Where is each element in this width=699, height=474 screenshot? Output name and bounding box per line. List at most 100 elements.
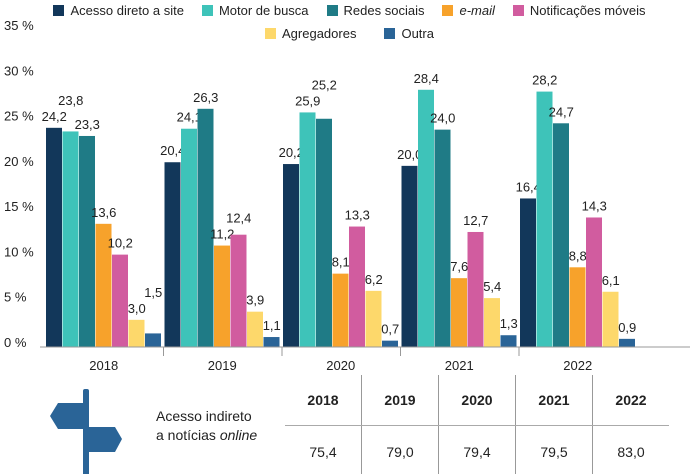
legend-label: Motor de busca xyxy=(218,3,309,18)
bar xyxy=(382,340,398,347)
bar xyxy=(553,123,569,347)
indirect-access-label: Acesso indireto a notícias online xyxy=(156,407,257,445)
year-header: 2018 xyxy=(285,375,362,426)
legend-swatch xyxy=(265,28,277,39)
y-tick-label: 25 % xyxy=(4,109,34,124)
legend-item: Redes sociais xyxy=(326,3,425,18)
bar xyxy=(467,231,484,347)
y-tick-label: 35 % xyxy=(4,18,34,33)
legend-swatch xyxy=(442,5,454,16)
legend-label: Redes sociais xyxy=(343,3,425,18)
data-label: 1,3 xyxy=(500,316,518,331)
bar xyxy=(401,165,418,347)
bar xyxy=(349,226,365,347)
signpost-icon xyxy=(50,389,122,474)
data-label: 20,4 xyxy=(160,143,185,158)
value-cell: 79,0 xyxy=(361,425,439,474)
x-tick-label: 2019 xyxy=(208,358,237,373)
data-label: 12,7 xyxy=(463,213,488,228)
bar xyxy=(569,267,586,347)
data-label: 13,3 xyxy=(345,208,370,223)
data-label: 1,1 xyxy=(263,318,281,333)
legend-item: Motor de busca xyxy=(201,3,309,18)
bar xyxy=(197,108,214,347)
data-label: 5,4 xyxy=(483,279,501,294)
data-label: 1,5 xyxy=(144,285,162,300)
legend-item: Notificações móveis xyxy=(512,3,646,18)
legend-item: Agregadores xyxy=(265,26,356,41)
bar xyxy=(128,319,145,347)
data-label: 8,8 xyxy=(569,248,587,263)
legend-item: Acesso direto a site xyxy=(53,3,184,18)
bar xyxy=(520,198,536,347)
legend-swatch xyxy=(326,5,338,16)
data-label: 28,2 xyxy=(532,73,557,88)
bar xyxy=(62,131,79,347)
legend-swatch xyxy=(53,5,65,16)
bar xyxy=(214,245,230,347)
y-tick-label: 30 % xyxy=(4,63,34,78)
data-label: 23,3 xyxy=(75,117,100,132)
data-label: 25,2 xyxy=(312,77,337,92)
legend-item: Outra xyxy=(384,26,434,41)
bar xyxy=(230,234,247,347)
year-header: 2020 xyxy=(438,375,516,426)
year-header: 2022 xyxy=(592,375,669,426)
data-label: 20,0 xyxy=(397,147,422,162)
legend-label: Acesso direto a site xyxy=(70,3,184,18)
x-tick-label: 2021 xyxy=(445,358,474,373)
legend-swatch xyxy=(512,5,524,16)
value-cell: 75,4 xyxy=(309,444,337,460)
bar xyxy=(299,112,316,347)
data-label: 6,1 xyxy=(602,273,620,288)
value-cell: 83,0 xyxy=(592,425,669,474)
data-label: 8,1 xyxy=(332,255,350,270)
bar xyxy=(434,129,451,347)
x-tick-label: 2022 xyxy=(563,358,592,373)
bar xyxy=(316,118,332,347)
x-tick-label: 2018 xyxy=(89,358,118,373)
bar xyxy=(332,273,349,347)
bar xyxy=(112,254,128,347)
bar xyxy=(46,127,62,348)
data-label: 3,0 xyxy=(128,301,146,316)
data-label: 28,4 xyxy=(414,71,439,86)
data-label: 14,3 xyxy=(582,198,607,213)
indirect-label-line1: Acesso indireto xyxy=(156,408,252,424)
bar xyxy=(365,290,382,347)
data-label: 25,9 xyxy=(295,93,320,108)
bar xyxy=(145,333,161,347)
legend-swatch xyxy=(201,5,213,16)
indirect-access-table: 2018 2019 2020 2021 2022 75,4 79,0 79,4 … xyxy=(285,375,669,474)
value-cell: 79,5 xyxy=(515,425,593,474)
bar xyxy=(418,89,434,347)
bar xyxy=(79,135,95,347)
bar xyxy=(451,278,467,347)
y-tick-label: 0 % xyxy=(4,335,27,350)
data-label: 13,6 xyxy=(91,205,116,220)
legend-row-1: Acesso direto a site Motor de busca Rede… xyxy=(0,3,699,18)
y-tick-label: 10 % xyxy=(4,244,34,259)
y-tick-label: 15 % xyxy=(4,199,34,214)
data-label: 23,8 xyxy=(58,93,83,108)
data-label: 6,2 xyxy=(365,272,383,287)
data-label: 26,3 xyxy=(193,90,218,105)
legend-swatch xyxy=(384,28,396,39)
bar xyxy=(484,298,500,347)
legend-label: Outra xyxy=(401,26,434,41)
data-label: 12,4 xyxy=(226,211,251,226)
data-label: 11,2 xyxy=(210,227,234,242)
data-label: 24,2 xyxy=(42,109,67,124)
value-cell: 79,4 xyxy=(438,425,516,474)
data-label: 10,2 xyxy=(108,236,133,251)
indirect-label-line2: a notícias xyxy=(156,427,220,443)
data-label: 3,9 xyxy=(246,293,264,308)
data-label: 16,4 xyxy=(516,179,541,194)
bar-chart: 0 % 5 % 10 % 15 % 20 % 25 % 30 % 35 % 24,223,8 23… xyxy=(4,18,690,373)
bar xyxy=(536,91,553,348)
data-label: 24,0 xyxy=(430,111,455,126)
year-header: 2019 xyxy=(361,375,439,426)
legend-label: Notificações móveis xyxy=(529,3,646,18)
bar xyxy=(247,311,263,347)
